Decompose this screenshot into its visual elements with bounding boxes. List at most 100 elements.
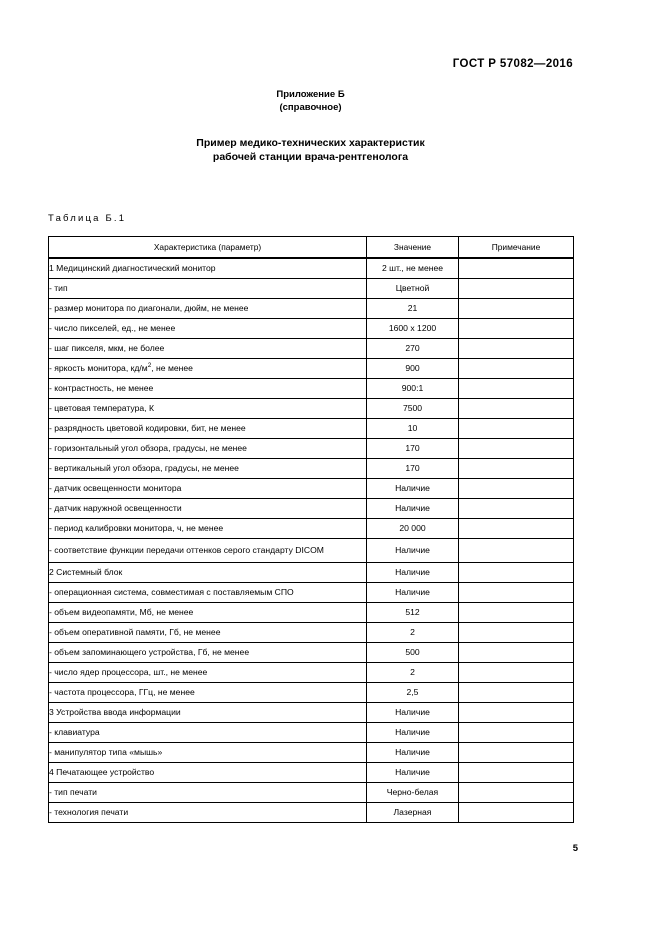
cell-value: Наличие [366, 742, 459, 763]
cell-characteristic: - разрядность цветовой кодировки, бит, н… [48, 418, 367, 439]
cell-characteristic: - шаг пикселя, мкм, не более [48, 338, 367, 359]
cell-value: 170 [366, 458, 459, 479]
cell-value: Черно-белая [366, 782, 459, 803]
cell-characteristic: - частота процессора, ГГц, не менее [48, 682, 367, 703]
cell-note [458, 642, 574, 663]
cell-note [458, 722, 574, 743]
cell-characteristic: - горизонтальный угол обзора, градусы, н… [48, 438, 367, 459]
cell-characteristic: - датчик освещенности монитора [48, 478, 367, 499]
table-row: 2 Системный блок Наличие [48, 562, 574, 583]
cell-note [458, 318, 574, 339]
cell-characteristic: 4 Печатающее устройство [48, 762, 367, 783]
table-row: 1 Медицинский диагностический монитор 2 ш… [48, 257, 574, 279]
cell-characteristic: - контрастность, не менее [48, 378, 367, 399]
cell-note [458, 298, 574, 319]
cell-value: Наличие [366, 478, 459, 499]
cell-value: 2,5 [366, 682, 459, 703]
cell-value: Наличие [366, 702, 459, 723]
cell-value: 1600 x 1200 [366, 318, 459, 339]
cell-note [458, 662, 574, 683]
table-row: - период калибровки монитора, ч, не мене… [48, 518, 574, 539]
cell-value: 500 [366, 642, 459, 663]
table-row: - размер монитора по диагонали, дюйм, не… [48, 298, 574, 319]
cell-characteristic: - вертикальный угол обзора, градусы, не … [48, 458, 367, 479]
table-row: - операционная система, совместимая с по… [48, 582, 574, 603]
cell-characteristic: - клавиатура [48, 722, 367, 743]
cell-characteristic: - технология печати [48, 802, 367, 823]
table-row: - число ядер процессора, шт., не менее 2 [48, 662, 574, 683]
table-caption: Таблица Б.1 [48, 213, 127, 224]
cell-value: 512 [366, 602, 459, 623]
annex-title: Приложение Б [276, 89, 345, 100]
cell-note [458, 398, 574, 419]
cell-characteristic: - объем запоминающего устройства, Гб, не… [48, 642, 367, 663]
table-row: - объем запоминающего устройства, Гб, не… [48, 642, 574, 663]
table-row: - датчик наружной освещенности Наличие [48, 498, 574, 519]
cell-value: Лазерная [366, 802, 459, 823]
table-row: - манипулятор типа «мышь» Наличие [48, 742, 574, 763]
cell-value: Наличие [366, 762, 459, 783]
cell-characteristic: 2 Системный блок [48, 562, 367, 583]
page-title: Пример медико-технических характеристик … [48, 136, 573, 164]
cell-note [458, 562, 574, 583]
cell-note [458, 418, 574, 439]
cell-note [458, 702, 574, 723]
cell-characteristic: - яркость монитора, кд/м2, не менее [48, 358, 367, 379]
table-row: - частота процессора, ГГц, не менее 2,5 [48, 682, 574, 703]
standard-designation-header: ГОСТ Р 57082—2016 [452, 58, 573, 70]
cell-note [458, 802, 574, 823]
cell-note [458, 438, 574, 459]
cell-value: 2 [366, 622, 459, 643]
table-row: 4 Печатающее устройство Наличие [48, 762, 574, 783]
table-row: - тип печати Черно-белая [48, 782, 574, 803]
cell-characteristic: - тип [48, 278, 367, 299]
table-row: - объем оперативной памяти, Гб, не менее… [48, 622, 574, 643]
cell-characteristic: - манипулятор типа «мышь» [48, 742, 367, 763]
specifications-table: Характеристика (параметр) Значение Приме… [48, 236, 574, 823]
page-number: 5 [572, 843, 578, 854]
cell-note [458, 538, 574, 563]
cell-value: Наличие [366, 562, 459, 583]
cell-characteristic: - объем оперативной памяти, Гб, не менее [48, 622, 367, 643]
cell-note [458, 762, 574, 783]
cell-value: 2 шт., не менее [366, 257, 459, 279]
page-title-line-1: Пример медико-технических характеристик [196, 137, 425, 149]
table-row: - тип Цветной [48, 278, 574, 299]
cell-note [458, 478, 574, 499]
column-header-characteristic: Характеристика (параметр) [48, 236, 367, 259]
cell-characteristic: - число ядер процессора, шт., не менее [48, 662, 367, 683]
cell-characteristic: 3 Устройства ввода информации [48, 702, 367, 723]
cell-characteristic: - соответствие функции передачи оттенков… [48, 538, 367, 563]
cell-characteristic: - операционная система, совместимая с по… [48, 582, 367, 603]
cell-note [458, 602, 574, 623]
cell-value: 2 [366, 662, 459, 683]
table-row: - вертикальный угол обзора, градусы, не … [48, 458, 574, 479]
cell-value: 10 [366, 418, 459, 439]
superscript-two: 2 [147, 362, 152, 370]
table-row: - объем видеопамяти, Мб, не менее 512 [48, 602, 574, 623]
cell-note [458, 582, 574, 603]
table-header-row: Характеристика (параметр) Значение Приме… [48, 236, 574, 259]
cell-value: 21 [366, 298, 459, 319]
table-row: - цветовая температура, К 7500 [48, 398, 574, 419]
annex-heading-block: Приложение Б (справочное) [48, 88, 573, 114]
cell-value: 900:1 [366, 378, 459, 399]
cell-note [458, 257, 574, 279]
cell-note [458, 498, 574, 519]
cell-characteristic: - датчик наружной освещенности [48, 498, 367, 519]
cell-characteristic: - цветовая температура, К [48, 398, 367, 419]
table-row: - горизонтальный угол обзора, градусы, н… [48, 438, 574, 459]
table-row: - контрастность, не менее 900:1 [48, 378, 574, 399]
page-title-line-2: рабочей станции врача-рентгенолога [212, 151, 409, 163]
table-row: - соответствие функции передачи оттенков… [48, 538, 574, 563]
column-header-note: Примечание [458, 236, 574, 259]
cell-value: Наличие [366, 538, 459, 563]
cell-value: 270 [366, 338, 459, 359]
table-row: - число пикселей, ед., не менее 1600 x 12… [48, 318, 574, 339]
cell-value: Наличие [366, 498, 459, 519]
table-row: - технология печати Лазерная [48, 802, 574, 823]
cell-value: Наличие [366, 722, 459, 743]
cell-note [458, 278, 574, 299]
cell-note [458, 518, 574, 539]
